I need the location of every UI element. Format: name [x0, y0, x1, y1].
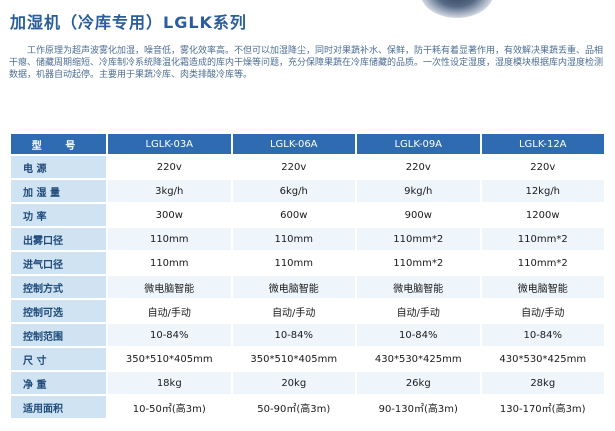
table-cell: 1200w	[481, 204, 604, 226]
table-row: 适用面积 10-50㎡(高3m) 50-90㎡(高3m) 90-130㎡(高3m…	[11, 396, 604, 418]
row-label: 控制方式	[11, 276, 106, 298]
table-cell: 110mm*2	[481, 228, 604, 250]
table-cell: 9kg/h	[357, 180, 480, 202]
decorative-orb	[420, 0, 494, 18]
table-cell: 18kg	[108, 372, 231, 394]
row-label: 加 湿 量	[11, 180, 106, 202]
table-cell: 220v	[357, 156, 480, 178]
table-cell: 3kg/h	[108, 180, 231, 202]
header-model: LGLK-03A	[108, 134, 231, 154]
table-cell: 10-84%	[108, 324, 231, 346]
spec-table: 型 号 LGLK-03A LGLK-06A LGLK-09A LGLK-12A …	[9, 132, 606, 420]
spec-table-header: 型 号 LGLK-03A LGLK-06A LGLK-09A LGLK-12A	[11, 134, 604, 154]
table-cell: 110mm	[108, 228, 231, 250]
page-title: 加湿机（冷库专用）LGLK系列	[10, 13, 247, 32]
row-label: 控制范围	[11, 324, 106, 346]
table-cell: 430*530*425mm	[357, 348, 480, 370]
table-cell: 110mm*2	[357, 252, 480, 274]
table-cell: 50-90㎡(高3m)	[232, 396, 355, 418]
table-cell: 微电脑智能	[108, 276, 231, 298]
table-cell: 350*510*405mm	[232, 348, 355, 370]
table-cell: 20kg	[232, 372, 355, 394]
table-cell: 110mm*2	[481, 252, 604, 274]
header-model: LGLK-06A	[232, 134, 355, 154]
table-row: 控制方式 微电脑智能 微电脑智能 微电脑智能 微电脑智能	[11, 276, 604, 298]
table-cell: 28kg	[481, 372, 604, 394]
table-cell: 220v	[232, 156, 355, 178]
row-label: 电 源	[11, 156, 106, 178]
table-cell: 26kg	[357, 372, 480, 394]
table-row: 尺 寸 350*510*405mm 350*510*405mm 430*530*…	[11, 348, 604, 370]
table-row: 加 湿 量 3kg/h 6kg/h 9kg/h 12kg/h	[11, 180, 604, 202]
table-cell: 130-170㎡(高3m)	[481, 396, 604, 418]
table-cell: 12kg/h	[481, 180, 604, 202]
table-cell: 600w	[232, 204, 355, 226]
row-label: 功 率	[11, 204, 106, 226]
row-label: 出雾口径	[11, 228, 106, 250]
table-cell: 900w	[357, 204, 480, 226]
row-label: 进气口径	[11, 252, 106, 274]
table-row: 控制范围 10-84% 10-84% 10-84% 10-84%	[11, 324, 604, 346]
table-cell: 自动/手动	[108, 300, 231, 322]
table-cell: 220v	[481, 156, 604, 178]
table-row: 控制可选 自动/手动 自动/手动 自动/手动 自动/手动	[11, 300, 604, 322]
table-row: 净 重 18kg 20kg 26kg 28kg	[11, 372, 604, 394]
table-cell: 自动/手动	[232, 300, 355, 322]
table-cell: 110mm*2	[357, 228, 480, 250]
header-model: LGLK-12A	[481, 134, 604, 154]
table-cell: 10-84%	[481, 324, 604, 346]
table-cell: 90-130㎡(高3m)	[357, 396, 480, 418]
table-cell: 110mm	[232, 228, 355, 250]
table-cell: 自动/手动	[357, 300, 480, 322]
table-cell: 10-84%	[232, 324, 355, 346]
row-label: 控制可选	[11, 300, 106, 322]
intro-paragraph: 工作原理为超声波雾化加湿，噪音低，雾化效率高。不但可以加湿降尘，同时对果蔬补水、…	[9, 46, 604, 80]
table-row: 出雾口径 110mm 110mm 110mm*2 110mm*2	[11, 228, 604, 250]
table-cell: 微电脑智能	[357, 276, 480, 298]
header-model-label: 型 号	[11, 134, 106, 154]
table-cell: 微电脑智能	[232, 276, 355, 298]
row-label: 尺 寸	[11, 348, 106, 370]
header-model: LGLK-09A	[357, 134, 480, 154]
table-cell: 10-84%	[357, 324, 480, 346]
table-row: 电 源 220v 220v 220v 220v	[11, 156, 604, 178]
table-row: 进气口径 110mm 110mm 110mm*2 110mm*2	[11, 252, 604, 274]
table-cell: 220v	[108, 156, 231, 178]
table-row: 功 率 300w 600w 900w 1200w	[11, 204, 604, 226]
table-cell: 微电脑智能	[481, 276, 604, 298]
row-label: 净 重	[11, 372, 106, 394]
table-cell: 110mm	[232, 252, 355, 274]
table-cell: 300w	[108, 204, 231, 226]
table-cell: 110mm	[108, 252, 231, 274]
row-label: 适用面积	[11, 396, 106, 418]
table-cell: 10-50㎡(高3m)	[108, 396, 231, 418]
table-cell: 430*530*425mm	[481, 348, 604, 370]
table-cell: 350*510*405mm	[108, 348, 231, 370]
table-cell: 自动/手动	[481, 300, 604, 322]
table-cell: 6kg/h	[232, 180, 355, 202]
